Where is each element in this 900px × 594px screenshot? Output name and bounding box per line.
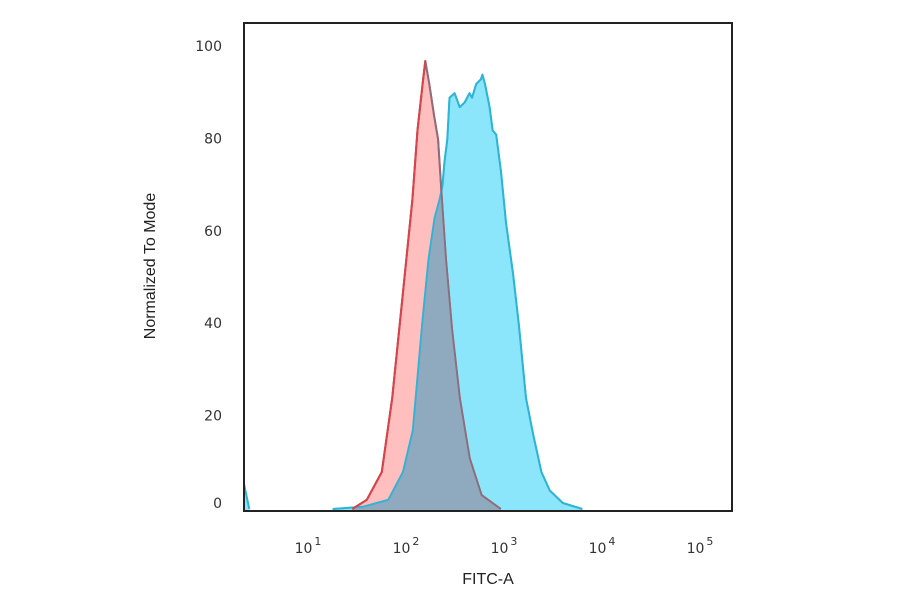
blue-histogram-line [244, 479, 251, 510]
y-tick-label: 20 [204, 409, 222, 425]
plot-frame [243, 22, 733, 512]
x-axis-label: FITC-A [462, 571, 514, 588]
y-tick-label: 100 [195, 39, 222, 55]
y-tick-label: 80 [204, 131, 222, 147]
blue-histogram-fill [332, 74, 583, 511]
x-tick-label: 10 5 [687, 535, 714, 557]
x-tick-label: 10 4 [589, 535, 616, 557]
y-tick-label: 0 [213, 496, 222, 512]
red-histogram-left-edge [351, 60, 427, 510]
x-tick-label: 10 2 [393, 535, 420, 557]
y-tick-label: 40 [204, 316, 222, 332]
blue-histogram-outline [332, 73, 583, 510]
series-layer [244, 59, 583, 511]
x-tick-label: 10 1 [295, 535, 322, 557]
y-axis-label: Normalized To Mode [142, 193, 159, 340]
y-tick-label: 60 [204, 224, 222, 240]
x-tick-label: 10 3 [491, 535, 518, 557]
x-axis-ticks: 10 1 10 2 10 3 10 4 10 5 [295, 535, 714, 557]
y-axis-ticks: 0 20 40 60 80 100 [195, 39, 222, 512]
